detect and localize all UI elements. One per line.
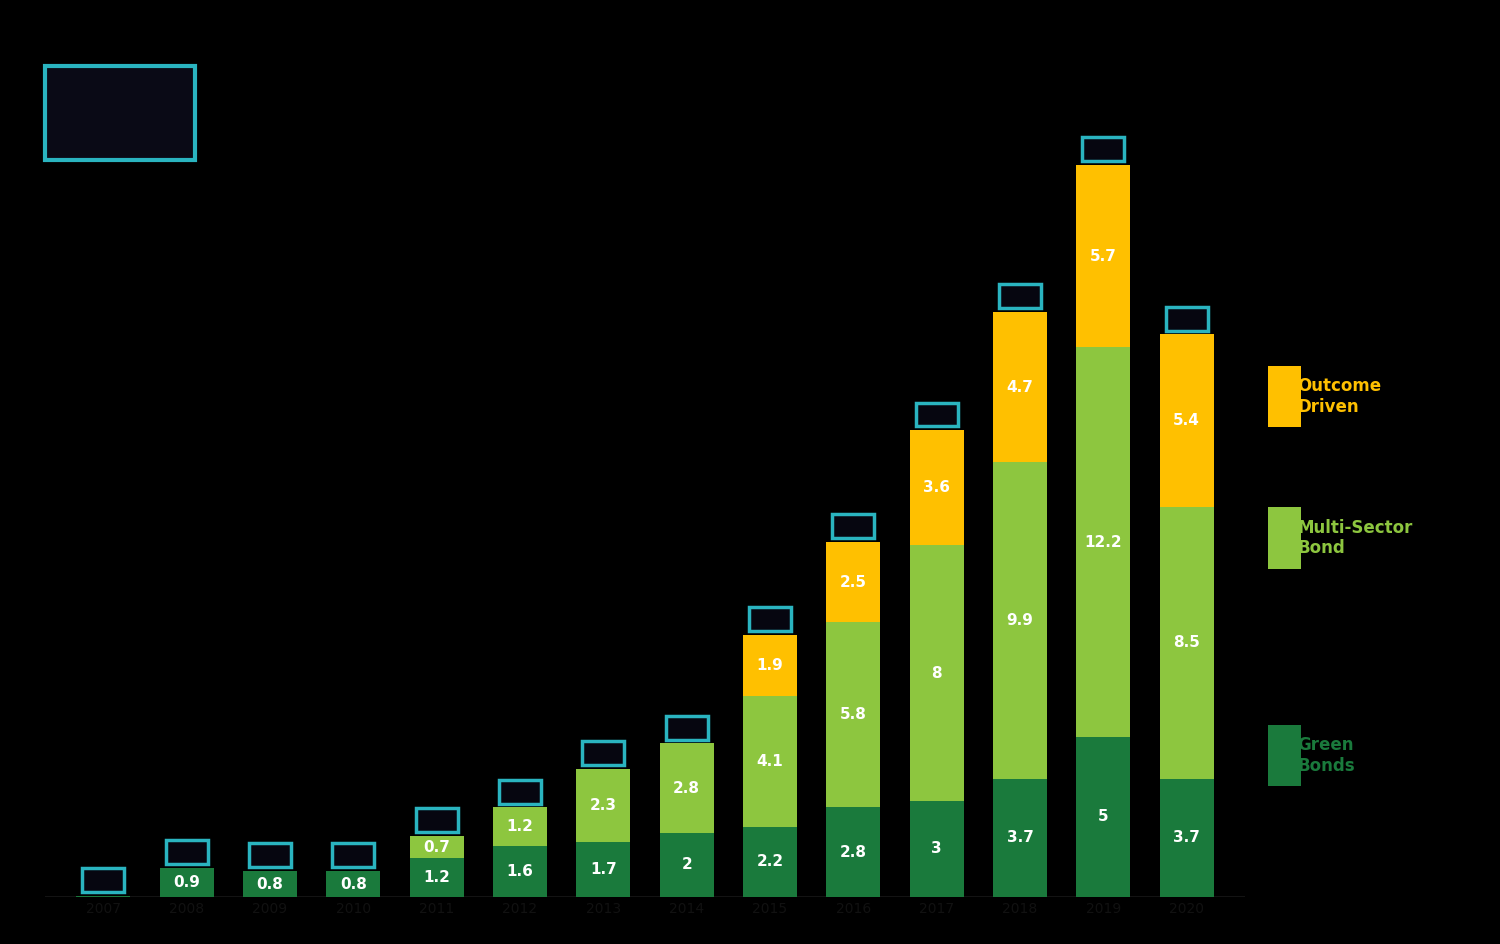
Text: 2.3: 2.3 — [590, 799, 616, 813]
Text: 4.7: 4.7 — [1007, 379, 1034, 395]
Bar — [833, 514, 874, 538]
Bar — [243, 871, 297, 897]
Bar — [748, 607, 790, 631]
Text: Outcome
Driven: Outcome Driven — [1298, 377, 1382, 416]
Text: 4.1: 4.1 — [756, 753, 783, 768]
Bar — [494, 846, 548, 897]
Bar — [327, 871, 381, 897]
Text: Green
Bonds: Green Bonds — [1298, 735, 1354, 775]
Bar — [159, 868, 214, 897]
Bar — [660, 833, 714, 897]
Bar — [909, 430, 964, 546]
Bar — [1082, 137, 1125, 161]
Bar — [576, 769, 630, 842]
Text: 5.4: 5.4 — [1173, 413, 1200, 429]
Bar — [827, 807, 880, 897]
Bar — [416, 808, 458, 833]
Bar — [1160, 334, 1214, 507]
Text: 3.6: 3.6 — [922, 480, 950, 496]
Text: 2.8: 2.8 — [840, 845, 867, 860]
Text: 1.9: 1.9 — [756, 658, 783, 673]
Text: 9.9: 9.9 — [1007, 613, 1034, 628]
Text: 5.7: 5.7 — [1090, 248, 1118, 263]
Text: 3.7: 3.7 — [1173, 830, 1200, 845]
Text: 8: 8 — [932, 666, 942, 681]
Bar — [742, 634, 796, 696]
Bar — [742, 696, 796, 827]
Text: 0.8: 0.8 — [340, 877, 368, 891]
Text: 0.7: 0.7 — [423, 840, 450, 854]
Bar — [915, 402, 958, 427]
Text: 0.8: 0.8 — [256, 877, 284, 891]
Bar — [410, 858, 464, 897]
Bar — [660, 744, 714, 833]
Bar — [827, 622, 880, 807]
Bar — [1166, 307, 1208, 330]
Bar — [1077, 165, 1131, 347]
Bar — [410, 836, 464, 858]
Bar — [1160, 779, 1214, 897]
Text: 1.2: 1.2 — [507, 819, 534, 834]
Bar — [1077, 347, 1131, 737]
Bar — [494, 807, 548, 846]
Text: Multi-Sector
Bond: Multi-Sector Bond — [1298, 518, 1413, 558]
Bar — [576, 842, 630, 897]
Text: 1.7: 1.7 — [590, 862, 616, 877]
Bar — [909, 801, 964, 897]
Bar — [993, 312, 1047, 463]
Text: 1.2: 1.2 — [423, 870, 450, 885]
Bar — [1077, 737, 1131, 897]
Text: 0.9: 0.9 — [172, 875, 200, 890]
Bar — [82, 868, 124, 892]
Bar — [332, 843, 375, 868]
Bar — [909, 546, 964, 801]
Bar — [666, 716, 708, 739]
Bar — [827, 542, 880, 622]
Bar — [165, 840, 209, 864]
Text: 3.7: 3.7 — [1007, 830, 1034, 845]
Bar — [999, 284, 1041, 309]
Bar — [500, 780, 542, 803]
Bar — [742, 827, 796, 897]
Text: 2.8: 2.8 — [674, 781, 700, 796]
Text: 3: 3 — [932, 841, 942, 856]
Bar — [76, 896, 130, 897]
Bar — [249, 843, 291, 868]
Text: 1.6: 1.6 — [507, 864, 534, 879]
Text: 2: 2 — [681, 857, 692, 872]
Bar — [1160, 507, 1214, 779]
Bar — [582, 741, 624, 766]
Bar — [993, 779, 1047, 897]
Text: 12.2: 12.2 — [1084, 534, 1122, 549]
Text: 2.5: 2.5 — [840, 575, 867, 590]
Text: 5.8: 5.8 — [840, 707, 867, 722]
Text: 2.2: 2.2 — [756, 854, 783, 869]
Bar — [993, 463, 1047, 779]
Text: 8.5: 8.5 — [1173, 635, 1200, 650]
Text: 5: 5 — [1098, 809, 1108, 824]
